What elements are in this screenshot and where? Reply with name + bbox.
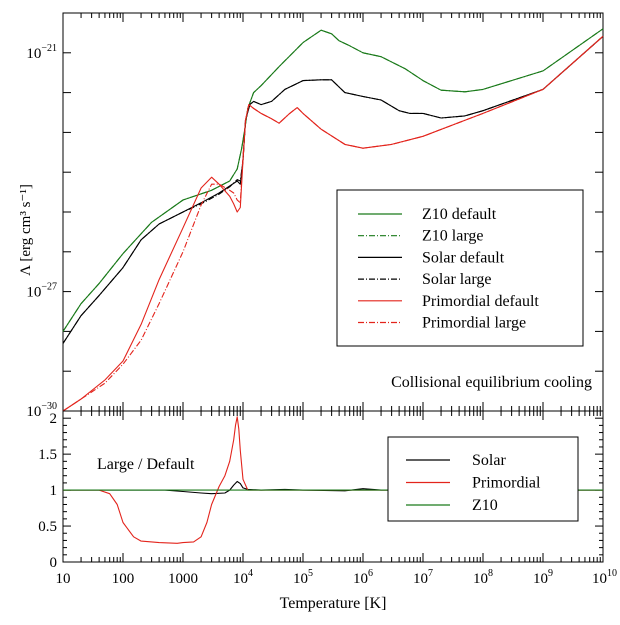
legend-label: Z10 default bbox=[422, 206, 497, 223]
y-tick-label: 0.5 bbox=[38, 519, 57, 535]
bottom-panel: 0 0.5 1 1.5 2 10 100 1000 104 105 106 107 108 109 101… bbox=[38, 410, 618, 612]
legend-label: Z10 bbox=[472, 497, 498, 514]
y-tick-label: 10−30 bbox=[26, 401, 57, 420]
legend-label: Z10 large bbox=[422, 228, 483, 245]
bottom-legend: Solar Primordial Z10 bbox=[387, 436, 579, 522]
y-tick-label: 2 bbox=[50, 411, 58, 427]
x-tick-label: 107 bbox=[413, 568, 433, 587]
legend-label: Solar bbox=[472, 452, 506, 469]
x-tick-label: 1000 bbox=[168, 571, 198, 587]
x-tick-label: 108 bbox=[473, 568, 493, 587]
series-line bbox=[63, 416, 603, 544]
bottom-ticks bbox=[62, 411, 604, 563]
x-tick-label: 104 bbox=[233, 568, 253, 587]
top-y-axis-label: Λ [erg cm³ s⁻¹] bbox=[18, 184, 34, 276]
x-tick-label: 105 bbox=[293, 568, 313, 587]
series-line bbox=[62, 35, 604, 412]
y-tick-label: 0 bbox=[50, 555, 58, 571]
top-legend-items: Z10 default Z10 large Solar default Solar l… bbox=[358, 206, 539, 332]
x-tick-labels: 10 100 1000 104 105 106 107 108 109 1010 bbox=[56, 568, 618, 587]
top-annotation: Collisional equilibrium cooling bbox=[391, 374, 592, 391]
y-tick-label: 1 bbox=[50, 483, 58, 499]
legend-label: Primordial bbox=[472, 475, 541, 492]
bottom-annotation: Large / Default bbox=[97, 456, 195, 473]
legend-label: Primordial large bbox=[422, 315, 526, 332]
series-line bbox=[62, 35, 604, 412]
top-ticks bbox=[62, 12, 604, 412]
y-tick-label: 1.5 bbox=[38, 447, 57, 463]
y-tick-label: 10−27 bbox=[26, 282, 57, 301]
bottom-legend-items: Solar Primordial Z10 bbox=[406, 452, 541, 514]
top-y-tick-labels: 10−21 10−27 10−30 bbox=[26, 43, 57, 420]
top-panel: 10−21 10−27 10−30 Λ [erg cm³ s⁻¹] Collisio… bbox=[18, 12, 604, 420]
x-tick-label: 1010 bbox=[592, 568, 617, 587]
series-line bbox=[62, 35, 604, 344]
x-tick-label: 10 bbox=[56, 571, 71, 587]
x-tick-label: 106 bbox=[353, 568, 373, 587]
legend-label: Solar large bbox=[422, 271, 491, 288]
top-legend: Z10 default Z10 large Solar default Solar l… bbox=[336, 189, 584, 347]
top-series-lines bbox=[62, 28, 604, 412]
legend-label: Solar default bbox=[422, 249, 505, 266]
x-axis-label: Temperature [K] bbox=[280, 595, 387, 612]
top-legend-box bbox=[336, 189, 584, 347]
bottom-legend-box bbox=[387, 436, 579, 522]
legend-label: Primordial default bbox=[422, 293, 539, 310]
series-line bbox=[63, 480, 603, 495]
series-line bbox=[62, 28, 604, 332]
x-tick-label: 109 bbox=[533, 568, 553, 587]
x-tick-label: 100 bbox=[112, 571, 135, 587]
bottom-y-tick-labels: 0 0.5 1 1.5 2 bbox=[38, 411, 57, 571]
y-tick-label: 10−21 bbox=[26, 43, 57, 62]
